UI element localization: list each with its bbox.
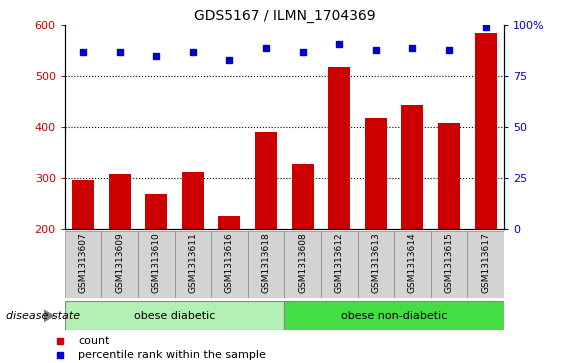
Bar bbox=[401, 105, 423, 330]
Bar bbox=[284, 301, 504, 330]
Text: percentile rank within the sample: percentile rank within the sample bbox=[78, 350, 266, 360]
Bar bbox=[475, 33, 497, 330]
Text: GSM1313611: GSM1313611 bbox=[189, 233, 197, 293]
Text: GSM1313617: GSM1313617 bbox=[481, 233, 490, 293]
Bar bbox=[248, 231, 284, 298]
Bar bbox=[358, 231, 394, 298]
Text: GSM1313613: GSM1313613 bbox=[372, 233, 380, 293]
Bar bbox=[438, 123, 460, 330]
Text: GSM1313612: GSM1313612 bbox=[335, 233, 343, 293]
Bar bbox=[292, 164, 314, 330]
Text: obese non-diabetic: obese non-diabetic bbox=[341, 311, 447, 321]
Bar bbox=[65, 231, 101, 298]
Text: GSM1313616: GSM1313616 bbox=[225, 233, 234, 293]
Bar bbox=[182, 172, 204, 330]
Text: GSM1313607: GSM1313607 bbox=[79, 233, 87, 293]
Text: count: count bbox=[78, 336, 110, 346]
Bar bbox=[328, 67, 350, 330]
Bar bbox=[175, 231, 211, 298]
Bar bbox=[72, 180, 94, 330]
Bar bbox=[138, 231, 175, 298]
Text: obese diabetic: obese diabetic bbox=[134, 311, 215, 321]
Title: GDS5167 / ILMN_1704369: GDS5167 / ILMN_1704369 bbox=[194, 9, 375, 23]
Bar bbox=[431, 231, 467, 298]
Bar bbox=[65, 301, 284, 330]
Bar bbox=[145, 194, 167, 330]
Text: GSM1313614: GSM1313614 bbox=[408, 233, 417, 293]
Bar bbox=[211, 231, 248, 298]
Text: GSM1313609: GSM1313609 bbox=[115, 233, 124, 293]
Text: GSM1313608: GSM1313608 bbox=[298, 233, 307, 293]
Bar bbox=[101, 231, 138, 298]
Bar bbox=[255, 132, 277, 330]
Text: disease state: disease state bbox=[6, 311, 80, 321]
Bar bbox=[365, 118, 387, 330]
Text: GSM1313618: GSM1313618 bbox=[262, 233, 270, 293]
Bar bbox=[109, 174, 131, 330]
Bar bbox=[467, 231, 504, 298]
Bar bbox=[321, 231, 358, 298]
Text: GSM1313615: GSM1313615 bbox=[445, 233, 453, 293]
Text: GSM1313610: GSM1313610 bbox=[152, 233, 160, 293]
Bar bbox=[394, 231, 431, 298]
Bar bbox=[284, 231, 321, 298]
Bar bbox=[218, 216, 240, 330]
